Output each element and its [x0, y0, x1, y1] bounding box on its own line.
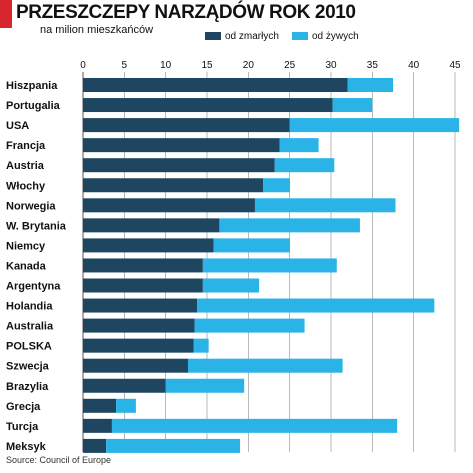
bar-segment-deceased — [83, 298, 198, 313]
legend-label-deceased: od zmarłych — [225, 30, 279, 42]
bar-segment-living — [193, 338, 209, 353]
legend-item-deceased: od zmarłych — [205, 30, 279, 42]
bar-segment-deceased — [83, 418, 112, 433]
bar-segment-deceased — [83, 378, 166, 393]
category-label: Szwecja — [6, 361, 50, 373]
category-label: Kanada — [6, 260, 47, 272]
category-label: Turcja — [6, 421, 39, 433]
category-label: Niemcy — [6, 240, 46, 252]
category-label: Grecja — [6, 401, 41, 413]
bar-segment-deceased — [83, 138, 280, 153]
x-tick-label-40: 40 — [408, 60, 420, 71]
category-label: Brazylia — [6, 381, 49, 393]
x-tick-label-20: 20 — [243, 60, 255, 71]
bar-segment-deceased — [83, 258, 203, 273]
bar-segment-living — [202, 278, 260, 293]
bar-segment-deceased — [83, 78, 348, 92]
category-label: Meksyk — [6, 441, 47, 453]
bar-segment-living — [263, 178, 290, 193]
bar-segment-living — [279, 138, 319, 153]
x-tick-label-25: 25 — [284, 60, 296, 71]
legend-swatch-living — [292, 32, 308, 40]
category-label: Austria — [6, 160, 45, 172]
bar-segment-living — [219, 218, 360, 233]
bar-segment-living — [116, 398, 136, 413]
bar-segment-living — [111, 418, 398, 433]
bar-segment-deceased — [83, 98, 333, 113]
bar-segment-living — [274, 158, 335, 173]
category-label: Holandia — [6, 301, 53, 313]
bar-segment-deceased — [83, 398, 117, 413]
bar-segment-living — [254, 198, 396, 213]
bar-segment-deceased — [83, 158, 275, 173]
bar-segment-living — [347, 78, 393, 92]
category-label: Portugalia — [6, 100, 61, 112]
chart-title: PRZESZCZEPY NARZĄDÓW ROK 2010 — [16, 2, 356, 23]
category-label: Francja — [6, 140, 46, 152]
bar-segment-living — [106, 438, 241, 453]
category-label: Australia — [6, 321, 54, 333]
bar-segment-deceased — [83, 338, 194, 353]
x-tick-label-5: 5 — [122, 60, 128, 71]
bar-segment-living — [194, 318, 305, 333]
bar-segment-deceased — [83, 278, 203, 293]
bar-segment-deceased — [83, 358, 188, 373]
category-label: USA — [6, 120, 29, 132]
source-note: Source: Council of Europe — [6, 455, 112, 465]
x-tick-label-45: 45 — [449, 60, 461, 71]
legend-label-living: od żywych — [312, 30, 359, 42]
bar-segment-deceased — [83, 318, 195, 333]
legend-swatch-deceased — [205, 32, 221, 40]
accent-corner — [0, 0, 12, 28]
bar-segment-living — [289, 118, 460, 133]
bar-segment-deceased — [83, 178, 264, 193]
x-tick-label-30: 30 — [325, 60, 337, 71]
x-tick-label-35: 35 — [367, 60, 379, 71]
category-label: W. Brytania — [6, 220, 67, 232]
x-tick-label-0: 0 — [80, 60, 86, 71]
bar-segment-deceased — [83, 198, 255, 213]
category-label: Hiszpania — [6, 80, 58, 92]
bar-segment-deceased — [83, 438, 107, 453]
chart-subtitle: na milion mieszkańców — [40, 24, 154, 36]
bar-segment-living — [197, 298, 435, 313]
x-tick-label-10: 10 — [160, 60, 172, 71]
bar-segment-living — [213, 238, 290, 253]
x-tick-label-15: 15 — [201, 60, 213, 71]
bar-segment-living — [165, 378, 245, 393]
category-label: POLSKA — [6, 341, 52, 353]
bar-segment-living — [332, 98, 373, 113]
category-label: Włochy — [6, 180, 46, 192]
bar-segment-deceased — [83, 238, 214, 253]
legend-item-living: od żywych — [292, 30, 359, 42]
bar-segment-living — [202, 258, 337, 273]
category-label: Norwegia — [6, 200, 56, 212]
category-label: Argentyna — [6, 281, 61, 293]
bar-segment-deceased — [83, 218, 220, 233]
bar-segment-living — [187, 358, 343, 373]
bar-segment-deceased — [83, 118, 290, 133]
